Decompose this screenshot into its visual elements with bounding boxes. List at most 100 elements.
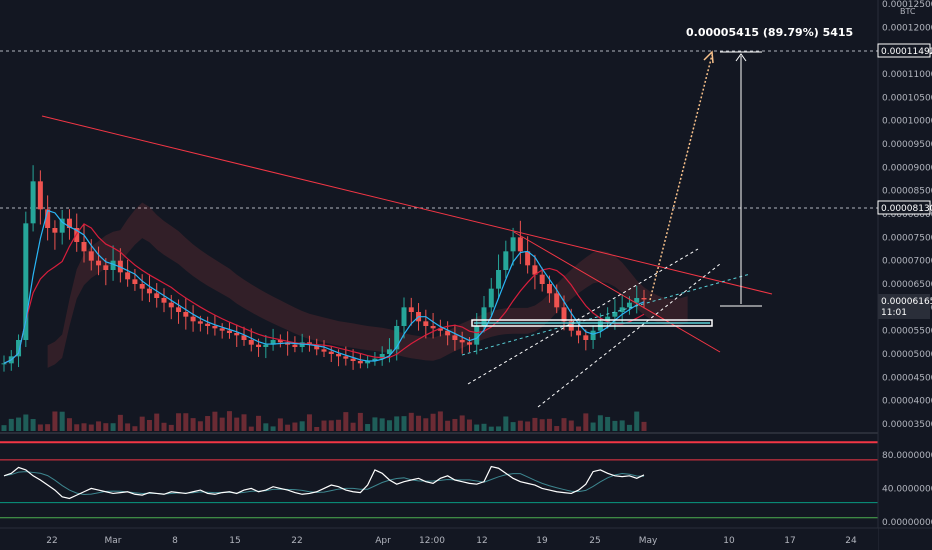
quote-currency: BTC <box>900 7 916 16</box>
volume-bar <box>510 422 516 431</box>
candle-body <box>205 323 211 326</box>
volume-bar <box>183 413 189 431</box>
candle-body <box>125 272 131 280</box>
candle-body <box>583 335 589 340</box>
volume-bar <box>285 424 291 431</box>
volume-bar <box>270 426 276 431</box>
price-axis-bg <box>878 0 932 550</box>
candle-body <box>45 209 51 228</box>
time-tick: 22 <box>46 536 57 546</box>
volume-bar <box>241 414 247 431</box>
candle-body <box>74 228 80 242</box>
candle-body <box>176 307 182 312</box>
candle-body <box>350 358 356 361</box>
volume-bar <box>66 418 72 431</box>
volume-bar <box>16 417 22 431</box>
time-tick: May <box>639 536 658 546</box>
candle-body <box>328 351 334 354</box>
candle-body <box>263 344 269 347</box>
candle-body <box>256 344 262 347</box>
rsi-axis[interactable]: 80.00000000 40.00000000 0.00000000 <box>882 451 932 528</box>
time-axis[interactable]: 22 Mar 8 15 22 Apr 12:00 12 19 25 May 10 17 24 <box>46 536 857 546</box>
candle-body <box>430 326 436 329</box>
volume-bar <box>226 411 232 431</box>
time-tick: 12:00 <box>419 536 445 546</box>
candle-body <box>459 340 465 343</box>
volume-bar <box>132 426 138 431</box>
channel-midline[interactable] <box>461 273 751 356</box>
candle-body <box>386 349 392 354</box>
volume-bar <box>481 423 487 431</box>
volume-bar <box>205 416 211 431</box>
time-axis-bg <box>0 528 878 550</box>
descending-support-line[interactable] <box>513 231 721 353</box>
support-zone-box[interactable] <box>471 319 713 327</box>
volume-bar <box>379 418 385 431</box>
volume-bar <box>299 421 305 431</box>
candle-body <box>183 312 189 317</box>
candle-body <box>619 307 625 312</box>
volume-bar <box>321 420 327 431</box>
candle-body <box>161 298 167 303</box>
channel-upper-line[interactable] <box>467 248 699 385</box>
time-tick: 15 <box>229 536 240 546</box>
candle-body <box>517 237 523 252</box>
volume-bar <box>386 420 392 431</box>
volume-bar <box>416 415 422 431</box>
price-label-target: 0.00011492 <box>877 43 932 58</box>
candle-body <box>16 340 22 357</box>
rsi-tick: 80.00000000 <box>882 451 932 461</box>
candle-body <box>66 218 72 228</box>
channel-lower-line[interactable] <box>537 263 721 408</box>
price-label-target-text: 0.00011492 <box>881 47 932 57</box>
candle-body <box>139 284 145 289</box>
volume-bar <box>328 420 334 431</box>
volume-bar <box>292 422 298 431</box>
time-tick: Mar <box>105 536 122 546</box>
candle-body <box>452 335 458 340</box>
volume-bar <box>74 424 80 431</box>
candle-body <box>30 181 36 224</box>
candle-body <box>343 356 349 359</box>
volume-bar <box>139 416 145 431</box>
candle-body <box>59 218 65 233</box>
candle-body <box>423 321 429 326</box>
moving-averages <box>3 209 645 364</box>
candle-body <box>197 321 203 324</box>
volume-bar <box>612 420 618 431</box>
price-axis[interactable]: 0.00003500 0.00004000 0.00004500 0.00005000… <box>882 0 932 430</box>
volume-bar <box>532 417 538 431</box>
measure-arrow-head <box>735 53 747 62</box>
descending-resistance-line[interactable] <box>41 115 773 295</box>
price-tick: 0.00005000 <box>882 350 932 360</box>
candle-body <box>234 333 240 336</box>
volume-bar <box>597 415 603 431</box>
candle-body <box>445 330 451 336</box>
time-tick: 22 <box>291 536 302 546</box>
candle-body <box>437 328 443 331</box>
price-tick: 0.00010000 <box>882 117 932 127</box>
volume-bar <box>401 416 407 431</box>
candle-body <box>605 316 611 322</box>
price-tick: 0.00003500 <box>882 420 932 430</box>
volume-bar <box>437 411 443 431</box>
volume-bar <box>445 420 451 431</box>
volume-bar <box>219 417 225 431</box>
candle-body <box>576 330 582 336</box>
price-tick: 0.00006500 <box>882 280 932 290</box>
candle-body <box>394 326 400 350</box>
time-tick: 17 <box>784 536 795 546</box>
price-tick: 0.00004000 <box>882 397 932 407</box>
time-tick: 8 <box>172 536 178 546</box>
volume-bar <box>190 418 196 431</box>
candle-body <box>321 349 327 352</box>
ma-fast <box>3 209 645 364</box>
candle-body <box>219 328 225 331</box>
price-tick: 0.00007000 <box>882 257 932 267</box>
rsi-line <box>3 465 645 500</box>
candle-body <box>546 284 552 294</box>
volume-bar <box>110 423 116 431</box>
volume-bar <box>59 411 65 431</box>
